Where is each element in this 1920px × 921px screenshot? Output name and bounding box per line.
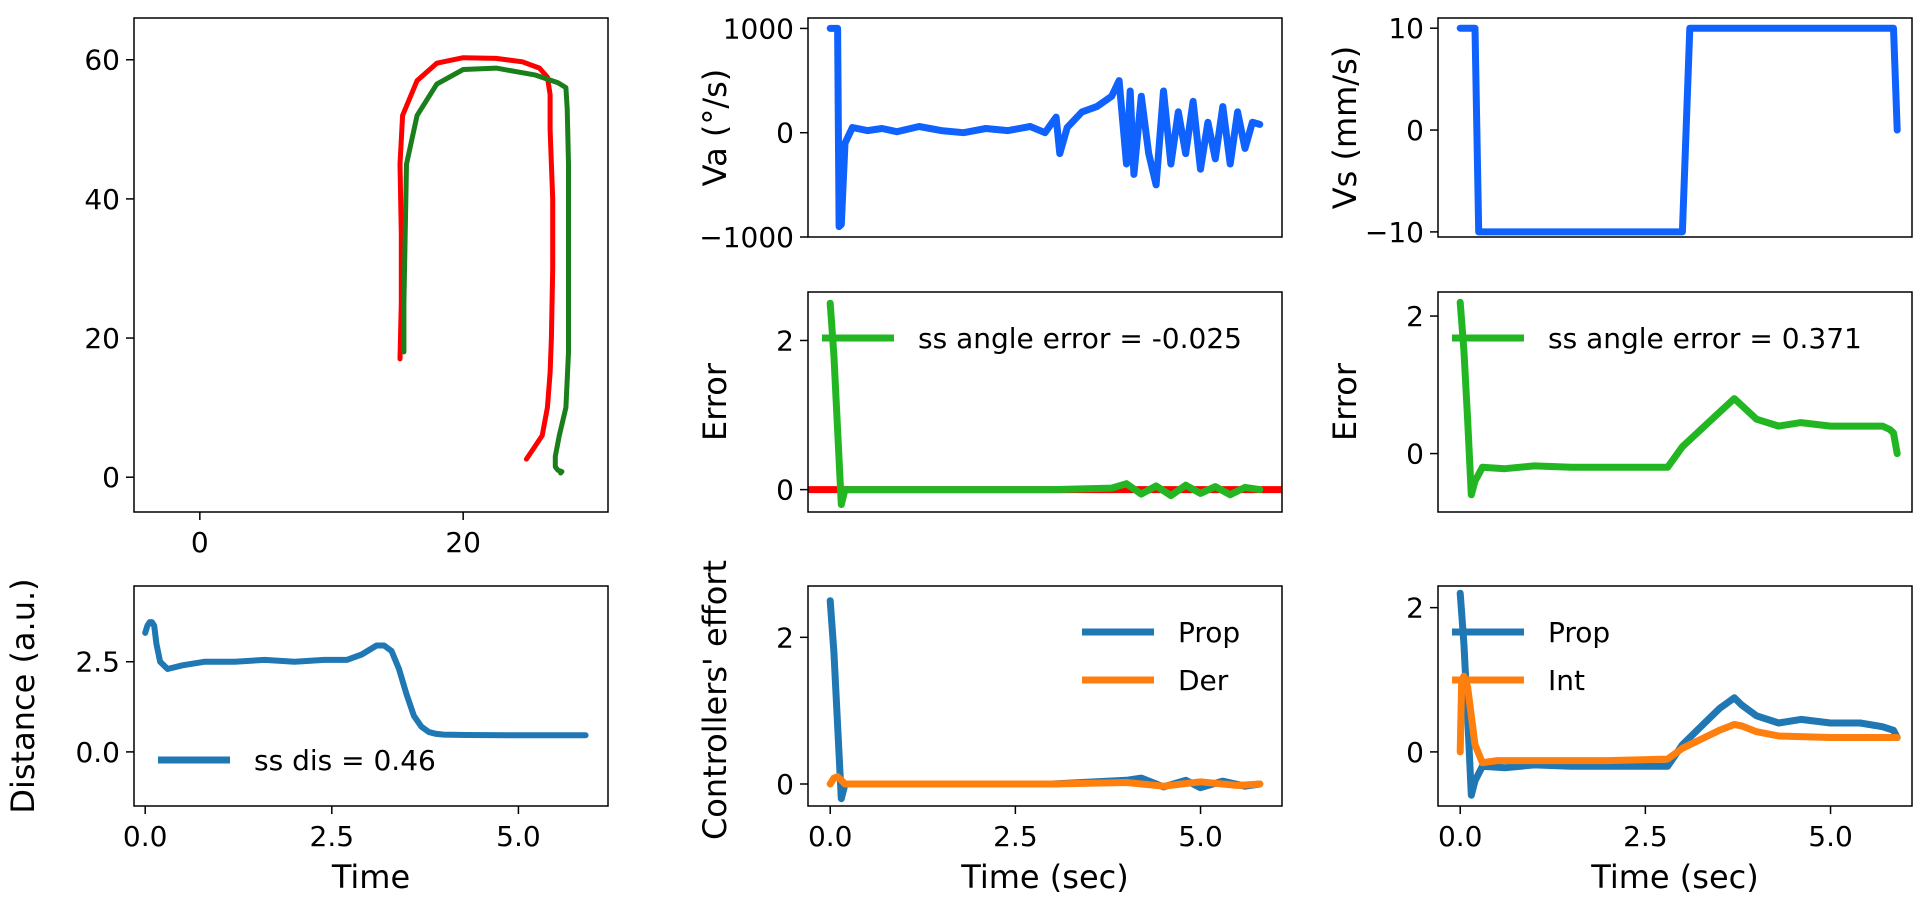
panel-trajectory: 0 20 40 60 0 20 [84,17,609,559]
y-tick-label-trajectory-0: 0 [102,461,120,494]
y-tick-label-error_a-0: 0 [776,474,794,507]
y-tick-label-va-1: 0 [776,117,794,150]
x-tick-label-effort_b-0: 0.0 [1438,820,1483,853]
panel-va: −1000 0 1000 Va (°/s) [696,12,1283,254]
y-tick-label-error_b-1: 2 [1406,300,1424,333]
y-tick-label-effort_b-0: 0 [1406,736,1424,769]
series-line-trajectory-0 [397,55,556,462]
panel-effort_b: 0 2 0.0 2.5 5.0 Time (sec) Prop Int [1406,585,1913,896]
legend-label-effort_a-0: Prop [1178,616,1240,649]
x-tick-label-distance-2: 5.0 [496,820,541,853]
axes-frame-error_b [1437,291,1913,513]
y-tick-label-vs-0: −10 [1365,216,1424,249]
y-tick-label-va-2: 1000 [723,12,794,45]
series-line-error_b-0 [1456,298,1901,499]
panel-vs: −10 0 10 Vs (mm/s) [1326,12,1913,249]
axes-frame-effort_a [807,585,1283,807]
y-tick-label-vs-1: 0 [1406,114,1424,147]
series-line-distance-0 [142,619,589,739]
y-axis-label-distance: Distance (a.u.) [4,578,42,813]
x-axis-label-effort_b: Time (sec) [1590,858,1758,896]
series-line-effort_b-1 [1456,672,1901,767]
series-line-effort_a-1 [826,773,1264,790]
y-tick-label-trajectory-2: 40 [84,183,120,216]
legend-label-effort_a-1: Der [1178,664,1229,697]
x-tick-label-effort_a-2: 5.0 [1178,820,1223,853]
y-tick-label-vs-2: 10 [1388,12,1424,45]
y-axis-label-error_a: Error [696,362,734,441]
series-line-vs-0 [1456,24,1901,236]
y-tick-label-error_a-1: 2 [776,324,794,357]
x-tick-label-effort_a-1: 2.5 [993,820,1038,853]
series-line-error_a-1 [826,299,1264,508]
y-tick-label-trajectory-3: 60 [84,44,120,77]
y-axis-label-effort_a: Controllers' effort [696,560,734,840]
series-line-trajectory-1 [401,65,571,476]
y-axis-label-va: Va (°/s) [696,69,734,187]
series-line-effort_b-0 [1456,589,1901,799]
x-tick-label-distance-0: 0.0 [123,820,168,853]
x-tick-label-trajectory-1: 20 [445,526,481,559]
y-tick-label-error_b-0: 0 [1406,438,1424,471]
y-tick-label-trajectory-1: 20 [84,322,120,355]
panel-effort_a: 0 2 0.0 2.5 5.0 Time (sec) Controllers' effort… [696,560,1283,896]
x-axis-label-distance: Time [331,858,410,896]
x-tick-label-effort_b-1: 2.5 [1623,820,1668,853]
axes-frame-vs [1437,17,1913,238]
legend-label-effort_b-1: Int [1548,664,1585,697]
axes-frame-error_a [807,291,1283,513]
legend-label-distance-0: ss dis = 0.46 [254,744,436,777]
panel-error_b: 0 2 Error ss angle error = 0.371 [1326,291,1913,513]
y-axis-label-vs: Vs (mm/s) [1326,46,1364,210]
y-tick-label-distance-1: 2.5 [75,646,120,679]
y-tick-label-effort_b-1: 2 [1406,592,1424,625]
panel-distance: 0.0 2.5 0.0 2.5 5.0 Time Distance (a.u.) ss dis… [4,578,609,896]
y-axis-label-error_b: Error [1326,362,1364,441]
panel-error_a: 0 2 Error ss angle error = -0.025 [696,291,1283,513]
x-axis-label-effort_a: Time (sec) [960,858,1128,896]
series-line-va-0 [826,24,1264,231]
y-tick-label-va-0: −1000 [699,221,794,254]
x-tick-label-effort_a-0: 0.0 [808,820,853,853]
y-tick-label-distance-0: 0.0 [75,736,120,769]
x-tick-label-distance-1: 2.5 [310,820,355,853]
legend-label-error_b-0: ss angle error = 0.371 [1548,322,1862,355]
y-tick-label-effort_a-1: 2 [776,621,794,654]
x-tick-label-trajectory-0: 0 [191,526,209,559]
axes-frame-va [807,17,1283,238]
axes-frame-trajectory [133,17,609,513]
axes-frame-effort_b [1437,585,1913,807]
legend-label-error_a-0: ss angle error = -0.025 [918,322,1242,355]
y-tick-label-effort_a-0: 0 [776,768,794,801]
x-tick-label-effort_b-2: 5.0 [1808,820,1853,853]
legend-label-effort_b-0: Prop [1548,616,1610,649]
axes-frame-distance [133,585,609,807]
